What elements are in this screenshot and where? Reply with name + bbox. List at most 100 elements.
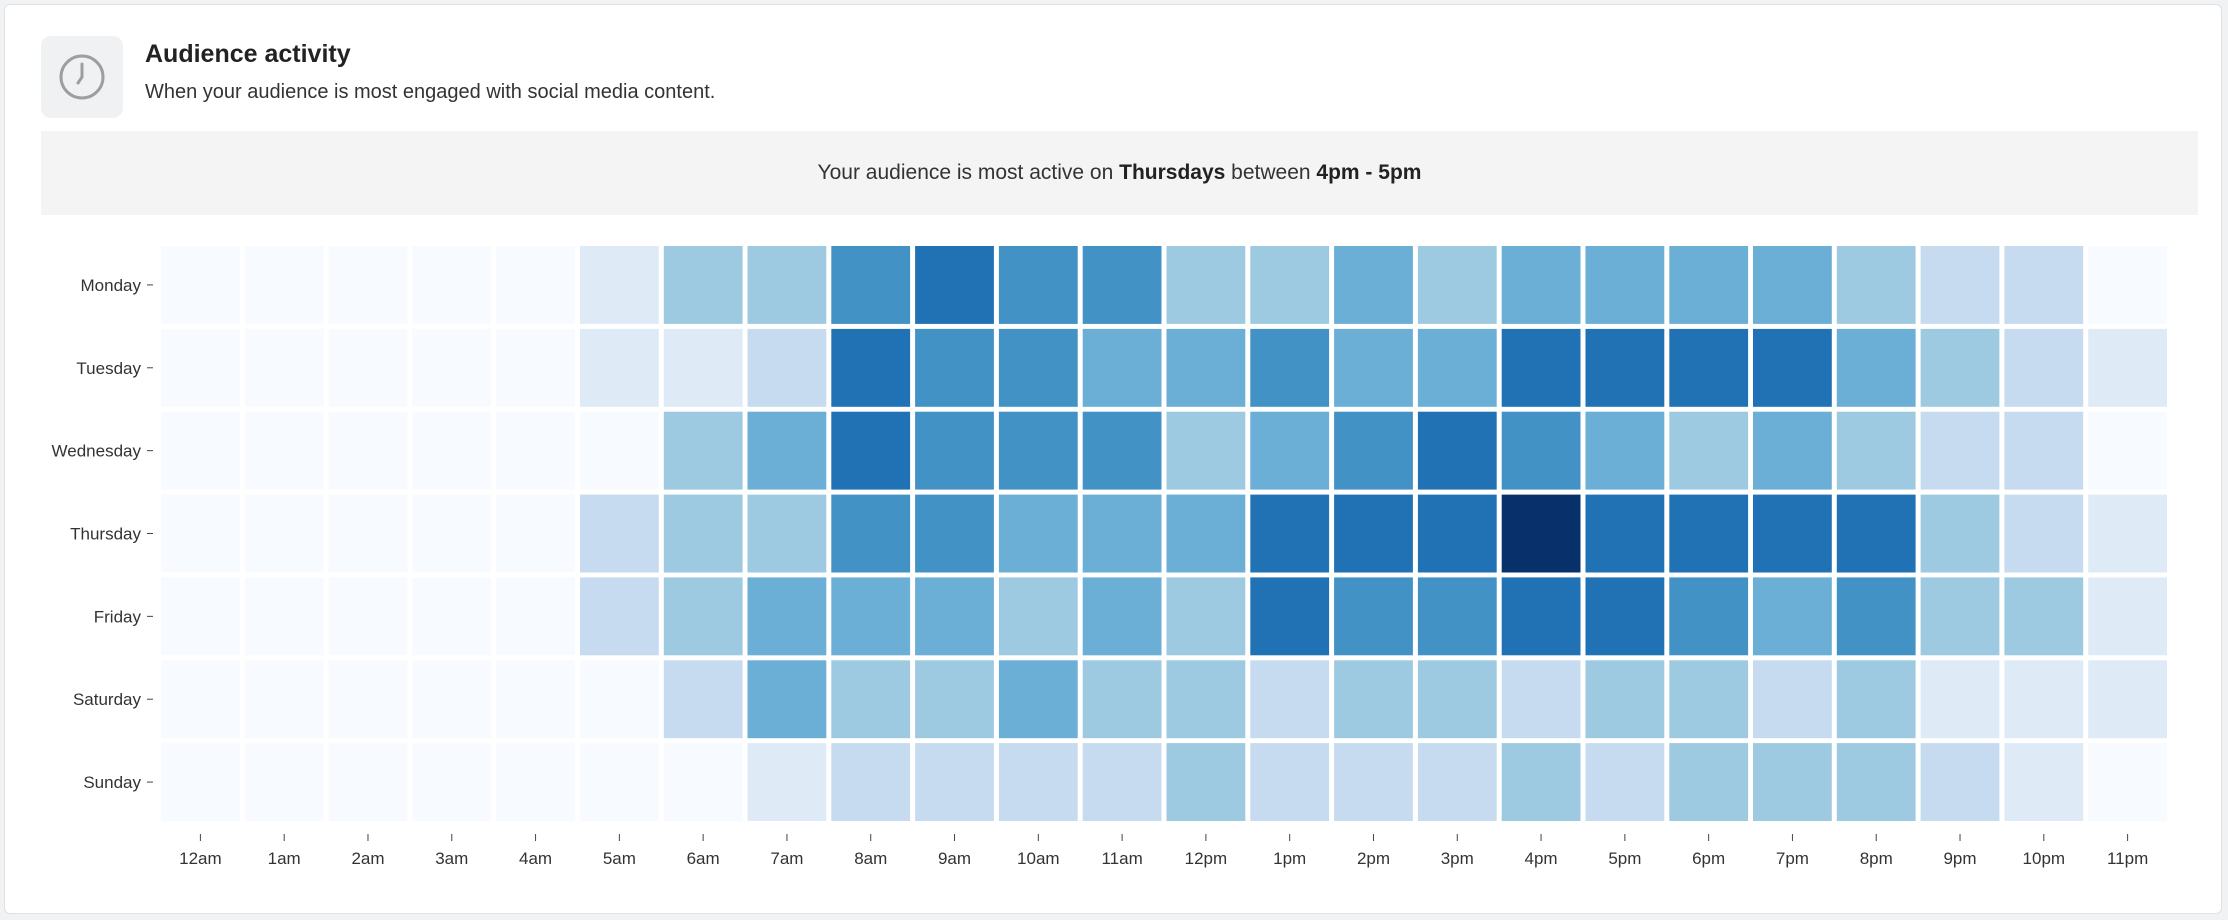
heatmap-cell-saturday-4am[interactable] [496, 660, 575, 739]
heatmap-cell-sunday-6am[interactable] [663, 743, 743, 821]
heatmap-cell-monday-1pm[interactable] [1250, 246, 1330, 324]
heatmap-cell-wednesday-6am[interactable] [663, 411, 743, 490]
heatmap-cell-monday-11am[interactable] [1082, 246, 1162, 324]
heatmap-cell-saturday-9am[interactable] [915, 660, 994, 739]
heatmap-cell-monday-3am[interactable] [412, 246, 492, 324]
heatmap-cell-monday-10am[interactable] [998, 246, 1078, 324]
heatmap-cell-thursday-8am[interactable] [831, 494, 911, 573]
heatmap-cell-wednesday-11pm[interactable] [2088, 411, 2167, 490]
heatmap-cell-sunday-10pm[interactable] [2004, 743, 2084, 821]
heatmap-cell-wednesday-5am[interactable] [580, 411, 659, 490]
heatmap-cell-monday-11pm[interactable] [2088, 246, 2167, 324]
heatmap-cell-monday-5am[interactable] [580, 246, 659, 324]
heatmap-cell-sunday-7pm[interactable] [1753, 743, 1832, 821]
heatmap-cell-sunday-11am[interactable] [1082, 743, 1162, 821]
heatmap-cell-thursday-5am[interactable] [580, 494, 659, 573]
heatmap-cell-saturday-3am[interactable] [412, 660, 492, 739]
heatmap-cell-thursday-11am[interactable] [1082, 494, 1162, 573]
heatmap-cell-monday-3pm[interactable] [1417, 246, 1497, 324]
heatmap-cell-wednesday-9pm[interactable] [1920, 411, 2000, 490]
heatmap-cell-friday-7am[interactable] [747, 577, 827, 656]
heatmap-cell-wednesday-5pm[interactable] [1585, 411, 1665, 490]
heatmap-cell-thursday-12am[interactable] [161, 494, 240, 573]
heatmap-cell-monday-8am[interactable] [831, 246, 911, 324]
heatmap-cell-friday-2pm[interactable] [1334, 577, 1413, 656]
heatmap-cell-monday-9pm[interactable] [1920, 246, 2000, 324]
heatmap-cell-thursday-7pm[interactable] [1753, 494, 1832, 573]
heatmap-cell-thursday-5pm[interactable] [1585, 494, 1665, 573]
heatmap-cell-friday-7pm[interactable] [1753, 577, 1832, 656]
heatmap-cell-monday-9am[interactable] [915, 246, 994, 324]
heatmap-cell-saturday-10am[interactable] [998, 660, 1078, 739]
heatmap-cell-wednesday-4pm[interactable] [1501, 411, 1581, 490]
heatmap-cell-monday-7am[interactable] [747, 246, 827, 324]
heatmap-cell-friday-5am[interactable] [580, 577, 659, 656]
heatmap-cell-monday-4am[interactable] [496, 246, 575, 324]
heatmap-cell-monday-12am[interactable] [161, 246, 240, 324]
heatmap-cell-tuesday-7pm[interactable] [1753, 328, 1832, 407]
heatmap-cell-tuesday-4am[interactable] [496, 328, 575, 407]
heatmap-cell-tuesday-5am[interactable] [580, 328, 659, 407]
heatmap-cell-tuesday-12pm[interactable] [1166, 328, 1246, 407]
heatmap-cell-tuesday-9am[interactable] [915, 328, 994, 407]
heatmap-cell-saturday-7pm[interactable] [1753, 660, 1832, 739]
heatmap-cell-tuesday-9pm[interactable] [1920, 328, 2000, 407]
heatmap-cell-sunday-1am[interactable] [244, 743, 324, 821]
heatmap-cell-wednesday-7pm[interactable] [1753, 411, 1832, 490]
heatmap-cell-wednesday-9am[interactable] [915, 411, 994, 490]
heatmap-cell-thursday-6pm[interactable] [1669, 494, 1749, 573]
heatmap-cell-friday-2am[interactable] [328, 577, 408, 656]
heatmap-cell-tuesday-1pm[interactable] [1250, 328, 1330, 407]
heatmap-cell-tuesday-11pm[interactable] [2088, 328, 2167, 407]
heatmap-cell-tuesday-8am[interactable] [831, 328, 911, 407]
heatmap-cell-thursday-12pm[interactable] [1166, 494, 1246, 573]
heatmap-cell-wednesday-3am[interactable] [412, 411, 492, 490]
heatmap-cell-wednesday-11am[interactable] [1082, 411, 1162, 490]
heatmap-cell-thursday-7am[interactable] [747, 494, 827, 573]
heatmap-cell-tuesday-2am[interactable] [328, 328, 408, 407]
heatmap-cell-monday-7pm[interactable] [1753, 246, 1832, 324]
heatmap-cell-saturday-7am[interactable] [747, 660, 827, 739]
heatmap-cell-friday-11am[interactable] [1082, 577, 1162, 656]
heatmap-cell-tuesday-7am[interactable] [747, 328, 827, 407]
heatmap-cell-thursday-10am[interactable] [998, 494, 1078, 573]
heatmap-cell-sunday-5pm[interactable] [1585, 743, 1665, 821]
heatmap-cell-saturday-3pm[interactable] [1417, 660, 1497, 739]
heatmap-cell-wednesday-12am[interactable] [161, 411, 240, 490]
heatmap-cell-sunday-4am[interactable] [496, 743, 575, 821]
heatmap-cell-thursday-9am[interactable] [915, 494, 994, 573]
heatmap-cell-sunday-11pm[interactable] [2088, 743, 2167, 821]
heatmap-cell-thursday-2am[interactable] [328, 494, 408, 573]
heatmap-cell-thursday-11pm[interactable] [2088, 494, 2167, 573]
heatmap-cell-tuesday-3am[interactable] [412, 328, 492, 407]
heatmap-cell-tuesday-2pm[interactable] [1334, 328, 1413, 407]
heatmap-cell-thursday-8pm[interactable] [1836, 494, 1916, 573]
heatmap-cell-wednesday-8am[interactable] [831, 411, 911, 490]
heatmap-cell-sunday-9pm[interactable] [1920, 743, 2000, 821]
heatmap-cell-thursday-3pm[interactable] [1417, 494, 1497, 573]
heatmap-cell-friday-6pm[interactable] [1669, 577, 1749, 656]
heatmap-cell-friday-5pm[interactable] [1585, 577, 1665, 656]
heatmap-cell-sunday-2pm[interactable] [1334, 743, 1413, 821]
heatmap-cell-wednesday-10pm[interactable] [2004, 411, 2084, 490]
heatmap-cell-saturday-1pm[interactable] [1250, 660, 1330, 739]
heatmap-cell-saturday-2am[interactable] [328, 660, 408, 739]
heatmap-cell-friday-12pm[interactable] [1166, 577, 1246, 656]
heatmap-cell-friday-1am[interactable] [244, 577, 324, 656]
heatmap-cell-wednesday-12pm[interactable] [1166, 411, 1246, 490]
heatmap-cell-tuesday-11am[interactable] [1082, 328, 1162, 407]
heatmap-cell-saturday-12pm[interactable] [1166, 660, 1246, 739]
heatmap-cell-tuesday-5pm[interactable] [1585, 328, 1665, 407]
heatmap-cell-sunday-9am[interactable] [915, 743, 994, 821]
heatmap-cell-saturday-8pm[interactable] [1836, 660, 1916, 739]
heatmap-cell-saturday-11am[interactable] [1082, 660, 1162, 739]
heatmap-cell-friday-3pm[interactable] [1417, 577, 1497, 656]
heatmap-cell-thursday-1pm[interactable] [1250, 494, 1330, 573]
heatmap-cell-monday-8pm[interactable] [1836, 246, 1916, 324]
heatmap-cell-sunday-5am[interactable] [580, 743, 659, 821]
heatmap-cell-friday-3am[interactable] [412, 577, 492, 656]
heatmap-cell-friday-9am[interactable] [915, 577, 994, 656]
heatmap-cell-monday-4pm[interactable] [1501, 246, 1581, 324]
heatmap-cell-saturday-9pm[interactable] [1920, 660, 2000, 739]
heatmap-cell-wednesday-2pm[interactable] [1334, 411, 1413, 490]
